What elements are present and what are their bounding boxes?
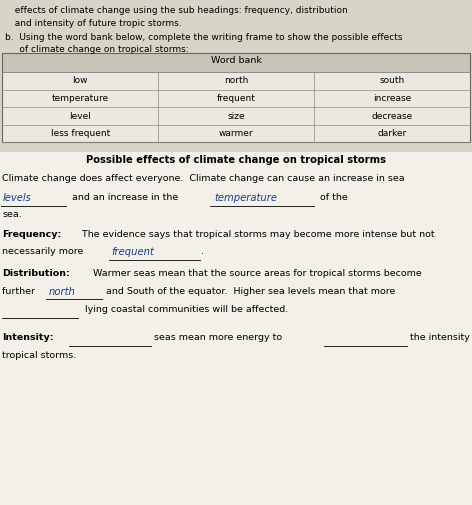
Text: darker: darker: [377, 129, 406, 138]
Text: level: level: [69, 112, 91, 121]
Text: and an increase in the: and an increase in the: [69, 193, 182, 202]
Text: warmer: warmer: [219, 129, 253, 138]
Text: b.  Using the word bank below, complete the writing frame to show the possible e: b. Using the word bank below, complete t…: [5, 33, 402, 42]
Text: tropical storms.: tropical storms.: [2, 351, 76, 360]
Bar: [2, 53, 470, 72]
Text: Intensity:: Intensity:: [2, 333, 54, 342]
Text: south: south: [379, 76, 405, 85]
Text: temperature: temperature: [51, 94, 109, 103]
Text: sea.: sea.: [2, 210, 22, 219]
Text: frequent: frequent: [217, 94, 255, 103]
Text: Distribution:: Distribution:: [2, 269, 70, 278]
Text: further: further: [2, 287, 38, 296]
Text: Frequency:: Frequency:: [2, 230, 62, 239]
Text: Possible effects of climate change on tropical storms: Possible effects of climate change on tr…: [86, 155, 386, 165]
Bar: [2, 53, 470, 142]
Text: of climate change on tropical storms:: of climate change on tropical storms:: [5, 45, 188, 55]
Text: decrease: decrease: [371, 112, 413, 121]
Text: necessarily more: necessarily more: [2, 247, 87, 257]
Text: The evidence says that tropical storms may become more intense but not: The evidence says that tropical storms m…: [79, 230, 434, 239]
Text: Warmer seas mean that the source areas for tropical storms become: Warmer seas mean that the source areas f…: [90, 269, 421, 278]
Text: levels: levels: [2, 193, 31, 203]
Text: of the: of the: [317, 193, 347, 202]
Text: less frequent: less frequent: [51, 129, 110, 138]
Text: seas mean more energy to: seas mean more energy to: [152, 333, 286, 342]
Text: Word bank: Word bank: [211, 56, 261, 65]
Text: and South of the equator.  Higher sea levels mean that more: and South of the equator. Higher sea lev…: [103, 287, 396, 296]
Text: north: north: [49, 287, 76, 297]
Text: .: .: [201, 247, 203, 257]
Text: increase: increase: [372, 94, 411, 103]
Text: effects of climate change using the sub headings: frequency, distribution: effects of climate change using the sub …: [9, 6, 348, 15]
Text: the intensity of: the intensity of: [407, 333, 472, 342]
Text: lying coastal communities will be affected.: lying coastal communities will be affect…: [82, 305, 288, 314]
Text: low: low: [73, 76, 88, 85]
Text: and intensity of future tropic storms.: and intensity of future tropic storms.: [9, 19, 182, 28]
Text: size: size: [227, 112, 245, 121]
Text: north: north: [224, 76, 248, 85]
Bar: [0, 152, 472, 505]
Text: Climate change does affect everyone.  Climate change can cause an increase in se: Climate change does affect everyone. Cli…: [2, 174, 405, 183]
Text: frequent: frequent: [111, 247, 154, 258]
Text: temperature: temperature: [214, 193, 277, 203]
Bar: [2, 53, 470, 142]
